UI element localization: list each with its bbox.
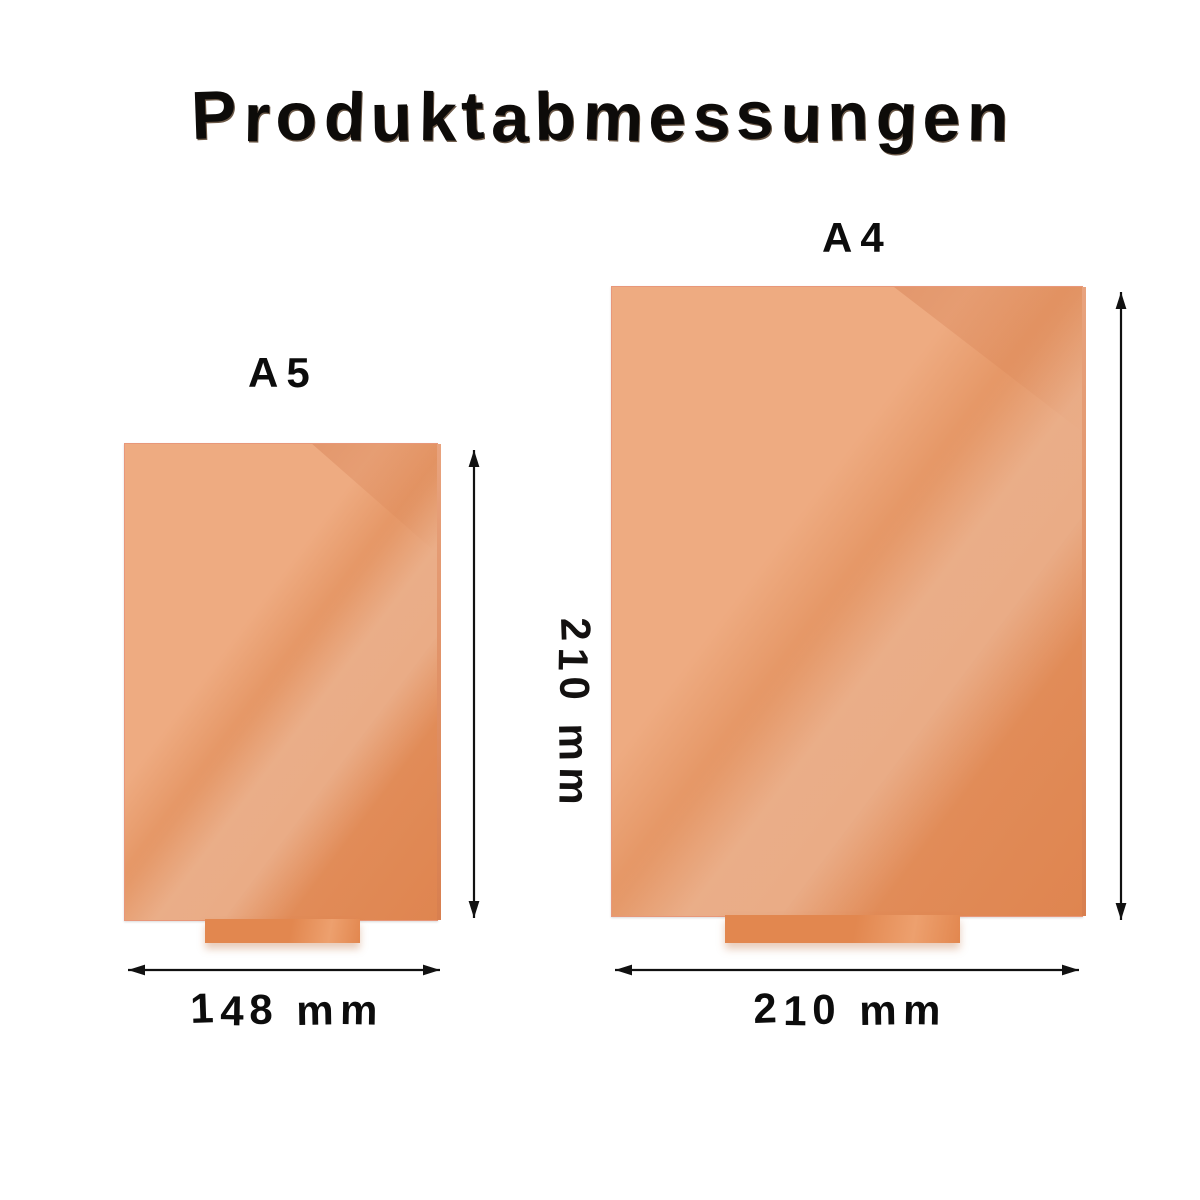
svg-text:n: n	[827, 78, 870, 155]
svg-text:4: 4	[220, 987, 245, 1034]
svg-text:s: s	[692, 79, 731, 156]
svg-text:b: b	[534, 78, 577, 155]
svg-text:2: 2	[552, 617, 600, 642]
svg-text:s: s	[734, 77, 774, 154]
svg-text:m: m	[550, 767, 598, 805]
svg-text:m: m	[859, 986, 897, 1034]
svg-text:2: 2	[752, 984, 777, 1032]
svg-text:t: t	[460, 77, 485, 154]
svg-text:m: m	[340, 986, 378, 1034]
svg-text:e: e	[922, 79, 961, 156]
svg-text:0: 0	[551, 676, 598, 700]
svg-text:1: 1	[550, 647, 597, 671]
svg-text:m: m	[550, 723, 598, 761]
svg-text:8: 8	[249, 986, 273, 1033]
svg-text:k: k	[418, 79, 457, 156]
svg-text:n: n	[966, 79, 1009, 156]
svg-text:r: r	[243, 80, 271, 156]
svg-text:o: o	[275, 78, 318, 155]
svg-text:e: e	[648, 79, 687, 156]
svg-text:m: m	[582, 78, 645, 156]
svg-text:u: u	[780, 80, 823, 157]
svg-text:g: g	[875, 78, 919, 155]
svg-text:m: m	[903, 986, 941, 1034]
svg-text:a: a	[491, 80, 531, 157]
svg-text:d: d	[323, 78, 367, 155]
svg-text:u: u	[370, 79, 413, 156]
svg-text:1: 1	[783, 987, 807, 1034]
svg-text:1: 1	[189, 984, 214, 1032]
svg-text:m: m	[296, 986, 334, 1034]
svg-text:0: 0	[812, 986, 836, 1033]
svg-text:P: P	[190, 76, 238, 154]
